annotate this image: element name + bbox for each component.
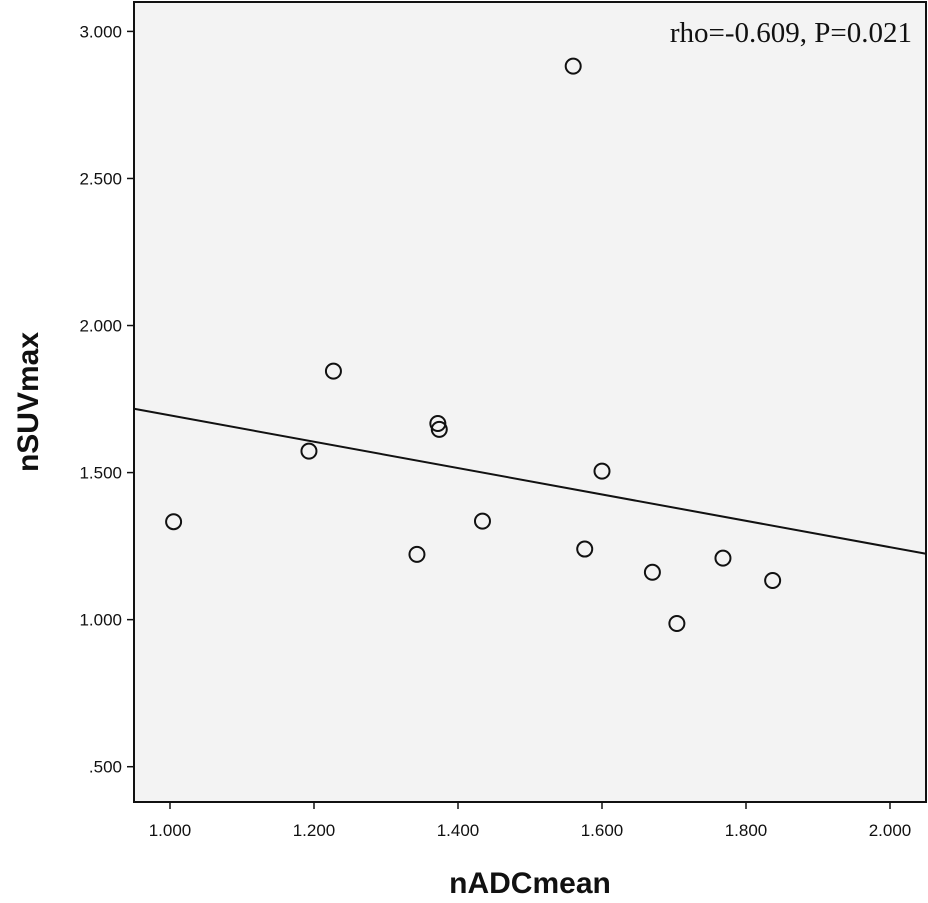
plot-area bbox=[134, 2, 926, 802]
data-point bbox=[408, 545, 426, 563]
data-point bbox=[473, 512, 491, 530]
x-axis-title: nADCmean bbox=[449, 867, 611, 900]
x-tick-label: 1.400 bbox=[437, 821, 480, 840]
data-point bbox=[300, 442, 318, 460]
y-tick-label: 2.500 bbox=[79, 169, 122, 188]
data-point bbox=[165, 513, 183, 531]
x-tick-label: 1.000 bbox=[149, 821, 192, 840]
x-tick-label: 1.200 bbox=[293, 821, 336, 840]
data-point bbox=[668, 614, 686, 632]
y-tick-label: .500 bbox=[89, 758, 122, 777]
y-axis-title: nSUVmax bbox=[12, 332, 45, 472]
y-tick-label: 2.000 bbox=[79, 317, 122, 336]
data-point bbox=[430, 420, 448, 438]
correlation-annotation: rho=-0.609, P=0.021 bbox=[670, 17, 912, 49]
y-tick-label: 3.000 bbox=[79, 22, 122, 41]
data-point bbox=[714, 549, 732, 567]
y-tick-label: 1.000 bbox=[79, 611, 122, 630]
data-point bbox=[643, 563, 661, 581]
data-point bbox=[564, 57, 582, 75]
data-point bbox=[576, 540, 594, 558]
x-tick-label: 1.800 bbox=[725, 821, 768, 840]
x-tick-label: 2.000 bbox=[869, 821, 912, 840]
regression-line bbox=[133, 407, 927, 555]
y-tick-label: 1.500 bbox=[79, 464, 122, 483]
data-point bbox=[324, 362, 342, 380]
data-point bbox=[764, 572, 782, 590]
data-point bbox=[593, 462, 611, 480]
plot-frame bbox=[133, 1, 927, 803]
x-tick-label: 1.600 bbox=[581, 821, 624, 840]
